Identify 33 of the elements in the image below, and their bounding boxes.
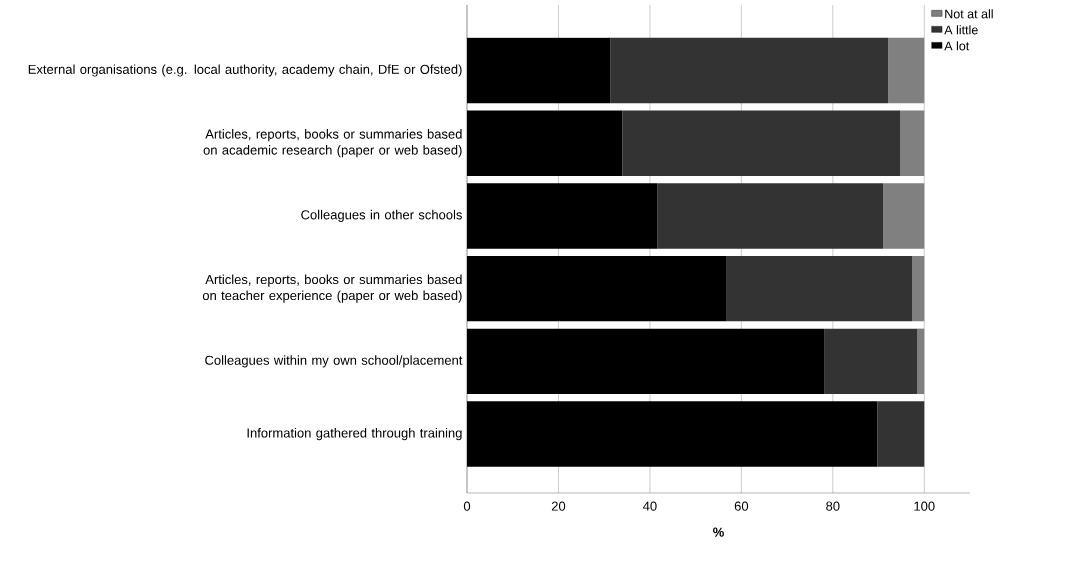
bar bbox=[467, 328, 825, 395]
legend-label: A lot bbox=[944, 41, 970, 51]
bar bbox=[883, 183, 925, 249]
bar bbox=[467, 401, 878, 467]
bar bbox=[467, 37, 611, 104]
x-tick-label: 20 bbox=[551, 501, 566, 511]
y-tick-label: Colleagues in other schools bbox=[301, 209, 462, 222]
bar bbox=[467, 183, 658, 249]
bar bbox=[824, 328, 918, 395]
bar bbox=[888, 37, 925, 104]
x-tick-label: 80 bbox=[826, 501, 840, 511]
bar bbox=[877, 401, 925, 467]
bar bbox=[467, 110, 623, 176]
y-tick-label: Colleagues within my own school/placement bbox=[205, 355, 463, 368]
bar bbox=[917, 328, 925, 395]
x-tick-label: 60 bbox=[734, 501, 749, 511]
x-tick-label: 100 bbox=[914, 501, 935, 511]
y-tick-label: Information gathered through training bbox=[247, 428, 462, 441]
bar bbox=[900, 110, 925, 176]
x-tick-label: 0 bbox=[463, 501, 471, 511]
bar bbox=[610, 37, 889, 104]
y-tick-label: Articles, reports, books or summaries based on academic research (paper or web based) bbox=[203, 129, 462, 158]
legend-label: Not at all bbox=[945, 9, 993, 19]
y-tick-label: Articles, reports, books or summaries based on teacher experience (paper or web based) bbox=[202, 274, 462, 303]
bar bbox=[912, 255, 925, 322]
x-axis-title: % bbox=[713, 527, 724, 537]
bar bbox=[657, 183, 884, 249]
legend-label: A little bbox=[944, 25, 978, 35]
bar bbox=[726, 255, 913, 322]
bar bbox=[467, 255, 727, 322]
x-tick-label: 40 bbox=[642, 501, 657, 511]
bar bbox=[622, 110, 901, 176]
y-tick-label: External organisations (e.g. local authority, academy chain, DfE or Ofsted) bbox=[28, 64, 462, 77]
